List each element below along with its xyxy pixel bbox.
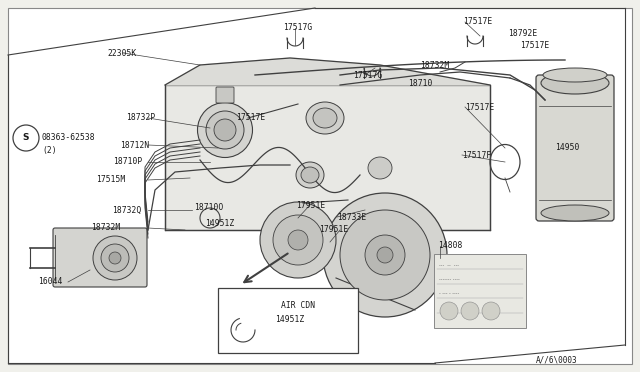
Ellipse shape: [368, 157, 392, 179]
Ellipse shape: [198, 103, 253, 157]
Text: 18732M: 18732M: [91, 224, 120, 232]
Text: 14951Z: 14951Z: [205, 218, 234, 228]
Text: 14950: 14950: [555, 144, 579, 153]
Polygon shape: [165, 58, 490, 85]
Text: 17517G: 17517G: [283, 23, 312, 32]
Ellipse shape: [541, 205, 609, 221]
FancyBboxPatch shape: [53, 228, 147, 287]
Ellipse shape: [543, 68, 607, 82]
Text: A//6\0003: A//6\0003: [536, 356, 578, 365]
Text: 16044: 16044: [38, 278, 62, 286]
Circle shape: [365, 235, 405, 275]
Circle shape: [323, 193, 447, 317]
FancyBboxPatch shape: [536, 75, 614, 221]
FancyBboxPatch shape: [8, 8, 632, 364]
Circle shape: [93, 236, 137, 280]
Text: 17517F: 17517F: [462, 151, 492, 160]
Text: 17951E: 17951E: [319, 225, 348, 234]
Ellipse shape: [206, 111, 244, 149]
Text: 17517E: 17517E: [465, 103, 494, 112]
Ellipse shape: [214, 119, 236, 141]
Text: ------- ----: ------- ----: [439, 277, 460, 282]
Ellipse shape: [313, 108, 337, 128]
Text: 18732M: 18732M: [420, 61, 449, 70]
Ellipse shape: [306, 102, 344, 134]
Circle shape: [13, 125, 39, 151]
Circle shape: [109, 252, 121, 264]
Text: ---  --  ---: --- -- ---: [439, 263, 459, 268]
Circle shape: [101, 244, 129, 272]
Text: - --- - ----: - --- - ----: [439, 291, 460, 296]
Text: 18792E: 18792E: [508, 29, 537, 38]
Circle shape: [377, 247, 393, 263]
Ellipse shape: [541, 72, 609, 94]
Circle shape: [260, 202, 336, 278]
FancyBboxPatch shape: [216, 87, 234, 103]
Text: AIR CDN: AIR CDN: [281, 301, 315, 310]
Text: 17517E: 17517E: [236, 113, 265, 122]
Circle shape: [340, 210, 430, 300]
Polygon shape: [165, 85, 490, 230]
Text: 14951Z: 14951Z: [275, 315, 304, 324]
Text: 18732P: 18732P: [126, 113, 156, 122]
Text: 18712N: 18712N: [120, 141, 149, 150]
Text: 17515M: 17515M: [96, 176, 125, 185]
Text: 17517E: 17517E: [520, 41, 549, 49]
Text: 18710: 18710: [408, 78, 433, 87]
Circle shape: [440, 302, 458, 320]
Text: 17517G: 17517G: [353, 71, 382, 80]
Text: S: S: [23, 134, 29, 142]
Circle shape: [461, 302, 479, 320]
Text: 18710O: 18710O: [194, 203, 223, 212]
Text: 14808: 14808: [438, 241, 462, 250]
Ellipse shape: [296, 162, 324, 188]
Text: 22305K: 22305K: [107, 48, 136, 58]
Circle shape: [482, 302, 500, 320]
Text: 17517E: 17517E: [463, 17, 492, 26]
Text: 18733E: 18733E: [337, 212, 366, 221]
Circle shape: [288, 230, 308, 250]
FancyBboxPatch shape: [434, 254, 526, 328]
Text: 17951E: 17951E: [296, 201, 325, 209]
Text: 18732Q: 18732Q: [112, 205, 141, 215]
Text: (2): (2): [42, 145, 56, 154]
Text: 08363-62538: 08363-62538: [42, 134, 95, 142]
Circle shape: [273, 215, 323, 265]
Ellipse shape: [301, 167, 319, 183]
Text: 18710P: 18710P: [113, 157, 142, 167]
FancyBboxPatch shape: [218, 288, 358, 353]
